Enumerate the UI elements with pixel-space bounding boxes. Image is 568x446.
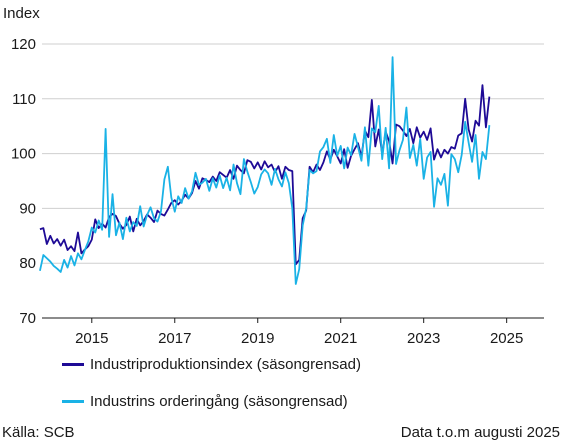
x-tick-label-2015: 2015	[75, 330, 108, 347]
legend-item-production: Industriproduktionsindex (säsongrensad)	[62, 354, 361, 374]
x-tick-label-2017: 2017	[158, 330, 191, 347]
legend-item-orders: Industrins orderingång (säsongrensad)	[62, 391, 361, 411]
y-tick-label-110: 110	[12, 91, 36, 108]
y-tick-label-100: 100	[11, 146, 36, 163]
y-tick-label-90: 90	[19, 200, 36, 217]
y-tick-label-80: 80	[19, 255, 36, 272]
y-tick-label-120: 120	[11, 36, 36, 53]
x-tick-label-2019: 2019	[241, 330, 274, 347]
series-lines	[39, 56, 491, 285]
legend-swatch-orders	[62, 399, 84, 403]
legend-label-orders: Industrins orderingång (säsongrensad)	[90, 392, 348, 410]
x-tick-label-2021: 2021	[324, 330, 357, 347]
legend-swatch-production	[62, 362, 84, 366]
data-note: Data t.o.m augusti 2025	[400, 424, 560, 441]
x-tick-label-2025: 2025	[490, 330, 523, 347]
y-axis: 70 80 90 100 110 120	[11, 36, 36, 327]
y-axis-title: Index	[3, 5, 40, 22]
x-tick-label-2023: 2023	[407, 330, 440, 347]
x-axis: 2015 2017 2019 2021 2023 2025	[42, 317, 544, 347]
legend: Industriproduktionsindex (säsongrensad) …	[62, 354, 361, 428]
legend-label-production: Industriproduktionsindex (säsongrensad)	[90, 355, 361, 373]
series-line-orders	[39, 56, 491, 285]
source-note: Källa: SCB	[2, 424, 75, 441]
y-tick-label-70: 70	[19, 310, 36, 327]
